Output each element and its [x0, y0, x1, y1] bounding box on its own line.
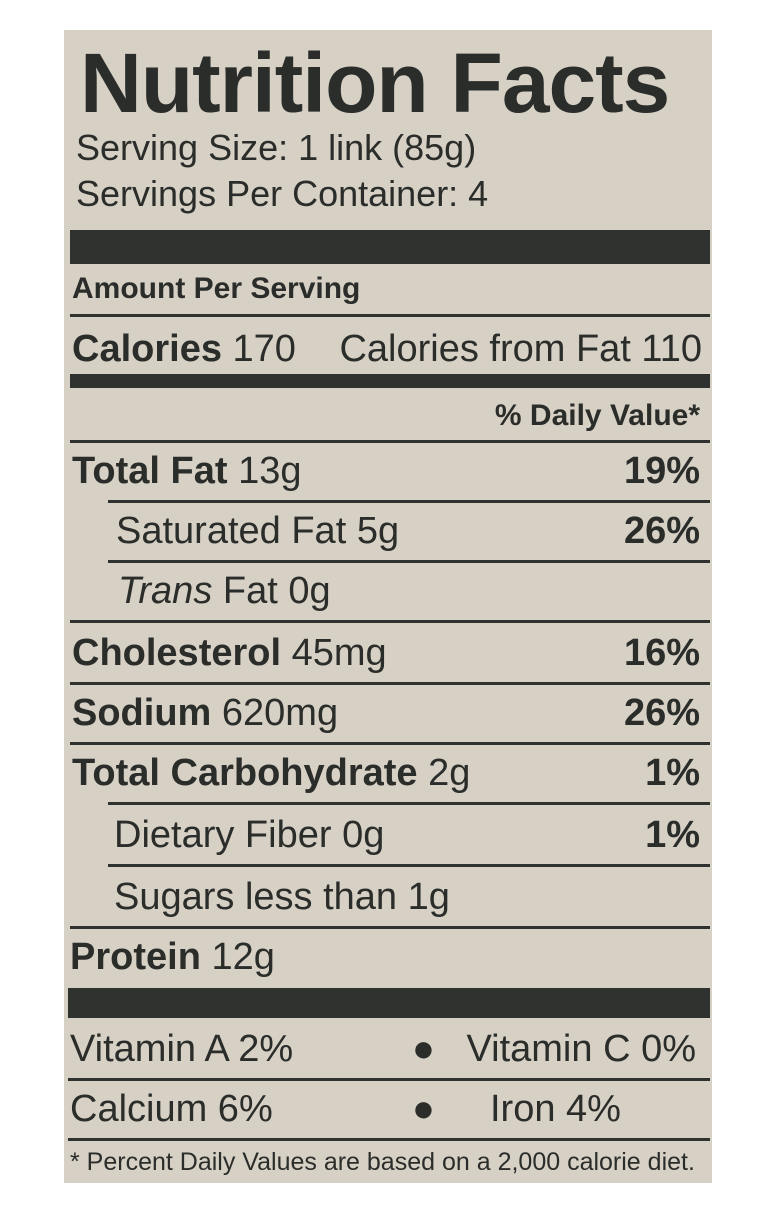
- nutrient-amount: 620mg: [221, 692, 339, 734]
- nutrient-name: Total Fat: [72, 450, 228, 492]
- nutrition-facts-label: Nutrition Facts Serving Size: 1 link (85…: [64, 30, 712, 1183]
- divider: [108, 864, 710, 867]
- daily-value-header: % Daily Value*: [494, 399, 700, 432]
- nutrient-name: Sugars less than: [114, 876, 398, 918]
- calories-from-fat: Calories from Fat 110: [339, 328, 702, 370]
- divider: [70, 742, 710, 745]
- nutrient-saturated-fat: Saturated Fat 5g: [116, 508, 399, 554]
- thick-divider: [68, 988, 710, 1018]
- nutrient-dv: 1%: [645, 752, 700, 794]
- divider: [68, 1078, 710, 1081]
- nutrient-amount: 13g: [238, 450, 302, 492]
- nutrient-amount: 1g: [407, 876, 450, 918]
- divider: [70, 926, 710, 929]
- nutrient-amount: Fat 0g: [222, 570, 331, 612]
- nutrient-amount: 12g: [211, 936, 275, 978]
- nutrient-amount: 5g: [356, 510, 400, 552]
- nutrient-cholesterol: Cholesterol 45mg: [72, 630, 387, 676]
- divider: [108, 560, 710, 563]
- serving-size: Serving Size: 1 link (85g): [76, 127, 477, 168]
- divider: [108, 802, 710, 805]
- divider: [108, 500, 710, 503]
- nutrient-amount: 2g: [428, 752, 471, 794]
- divider: [70, 682, 710, 685]
- nutrient-name: Sodium: [72, 692, 212, 734]
- calories-value: 170: [232, 328, 296, 370]
- calcium: Calcium 6%: [70, 1088, 273, 1130]
- vitamin-c: Vitamin C 0%: [466, 1028, 696, 1070]
- divider: [70, 314, 710, 317]
- nutrient-protein: Protein 12g: [70, 934, 275, 980]
- nutrient-amount: 45mg: [291, 632, 387, 674]
- bullet-icon: ●: [412, 1088, 435, 1130]
- divider: [70, 440, 710, 443]
- iron: Iron 4%: [490, 1088, 621, 1130]
- bullet-icon: ●: [412, 1028, 435, 1070]
- nutrient-dv: 26%: [623, 510, 700, 552]
- medium-divider: [70, 374, 710, 388]
- nutrient-sugars: Sugars less than 1g: [114, 874, 450, 920]
- label-title: Nutrition Facts: [80, 36, 670, 130]
- amount-per-serving: Amount Per Serving: [72, 272, 361, 305]
- divider: [68, 1138, 710, 1141]
- nutrient-amount: 0g: [342, 814, 385, 856]
- nutrient-trans-fat: Trans Fat 0g: [118, 568, 331, 614]
- vitamin-a: Vitamin A 2%: [70, 1028, 294, 1070]
- nutrient-name: Cholesterol: [72, 632, 282, 674]
- nutrient-total-carbohydrate: Total Carbohydrate 2g: [72, 750, 470, 796]
- nutrient-name: Dietary Fiber: [114, 814, 332, 856]
- nutrient-name: Trans: [118, 570, 213, 612]
- divider: [70, 620, 710, 623]
- calories-row: Calories 170: [72, 326, 296, 372]
- footnote: * Percent Daily Values are based on a 2,…: [70, 1148, 695, 1176]
- nutrient-name: Protein: [70, 936, 201, 978]
- nutrient-total-fat: Total Fat 13g: [72, 448, 301, 494]
- nutrient-dv: 16%: [623, 632, 700, 674]
- thick-divider: [70, 230, 710, 264]
- nutrient-name: Total Carbohydrate: [72, 752, 418, 794]
- nutrient-sodium: Sodium 620mg: [72, 690, 338, 736]
- calories-label: Calories: [72, 328, 222, 370]
- nutrient-dietary-fiber: Dietary Fiber 0g: [114, 812, 384, 858]
- nutrient-name: Saturated Fat: [116, 510, 347, 552]
- servings-per-container: Servings Per Container: 4: [76, 173, 489, 214]
- nutrient-dv: 26%: [623, 692, 700, 734]
- nutrient-dv: 19%: [623, 450, 700, 492]
- nutrient-dv: 1%: [645, 814, 700, 856]
